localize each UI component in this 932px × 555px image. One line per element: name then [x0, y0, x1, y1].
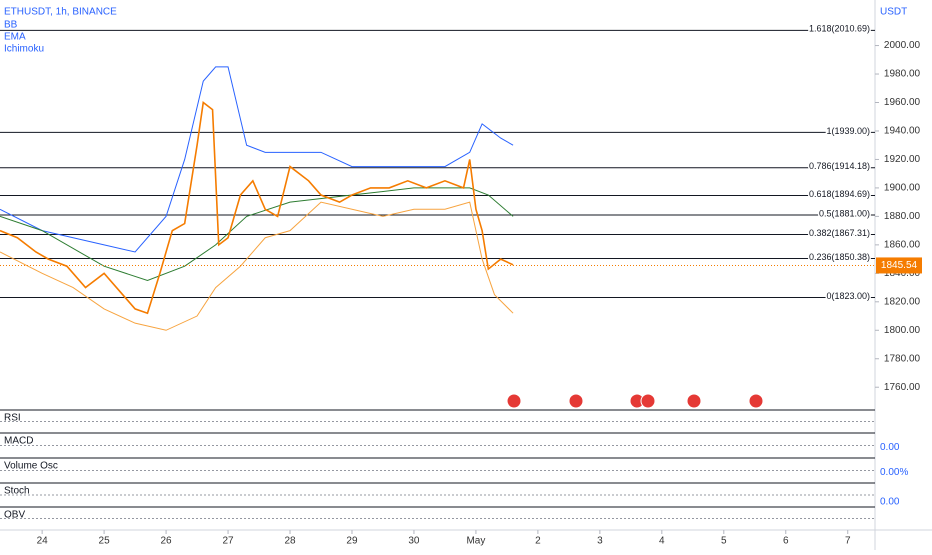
pane-label: Stoch	[4, 486, 30, 497]
study-label[interactable]: EMA	[4, 32, 26, 43]
fib-label: 0(1823.00)	[826, 291, 870, 301]
y-tick-label: 1960.00	[884, 97, 921, 108]
y-tick-label: 1920.00	[884, 154, 921, 165]
y-tick-label: 1900.00	[884, 183, 921, 194]
price-line	[0, 201, 514, 331]
price-line	[0, 187, 514, 281]
y-tick-label: 1980.00	[884, 69, 921, 80]
fib-label: 0.5(1881.00)	[819, 208, 870, 218]
pane-label: Volume Osc	[4, 461, 58, 472]
last-price-label: 1845.54	[881, 260, 918, 271]
fib-label: 1(1939.00)	[826, 126, 870, 136]
y-tick-label: 2000.00	[884, 40, 921, 51]
pane-label: MACD	[4, 436, 33, 447]
x-tick-label: 26	[161, 536, 173, 547]
x-tick-label: 3	[597, 536, 603, 547]
event-icon[interactable]	[640, 393, 656, 409]
study-label[interactable]: Ichimoku	[4, 44, 44, 55]
x-tick-label: 27	[222, 536, 234, 547]
x-tick-label: May	[466, 536, 485, 547]
y-tick-label: 1800.00	[884, 325, 921, 336]
event-icon[interactable]	[686, 393, 702, 409]
x-tick-label: 2	[535, 536, 541, 547]
y-axis-label: USDT	[880, 7, 907, 18]
pane-scale-label: 0.00%	[880, 467, 908, 478]
last-price-box	[876, 257, 922, 274]
fib-label: 0.236(1850.38)	[809, 252, 870, 262]
fib-label: 0.786(1914.18)	[809, 161, 870, 171]
pane-label: RSI	[4, 413, 21, 424]
y-tick-label: 1860.00	[884, 240, 921, 251]
x-tick-label: 30	[408, 536, 420, 547]
fib-label: 0.618(1894.69)	[809, 189, 870, 199]
pane-scale-label: 0.00	[880, 442, 900, 453]
price-line	[0, 66, 514, 253]
x-tick-label: 24	[37, 536, 49, 547]
x-tick-label: 25	[99, 536, 111, 547]
event-icon[interactable]	[568, 393, 584, 409]
pane-scale-label: 0.00	[880, 497, 900, 508]
event-icon[interactable]	[506, 393, 522, 409]
fib-label: 0.382(1867.31)	[809, 228, 870, 238]
event-icon[interactable]	[748, 393, 764, 409]
y-tick-label: 1780.00	[884, 353, 921, 364]
pane-label: OBV	[4, 510, 25, 521]
y-tick-label: 1840.00	[884, 268, 921, 279]
y-tick-label: 1760.00	[884, 382, 921, 393]
y-tick-label: 1880.00	[884, 211, 921, 222]
x-tick-label: 6	[783, 536, 789, 547]
fib-label: 1.618(2010.69)	[809, 24, 870, 34]
price-line	[0, 101, 514, 315]
event-icons	[506, 393, 764, 409]
y-tick-label: 1820.00	[884, 296, 921, 307]
y-tick-label: 1940.00	[884, 126, 921, 137]
x-tick-label: 29	[346, 536, 358, 547]
chart-title: ETHUSDT, 1h, BINANCE	[4, 7, 117, 18]
x-tick-label: 28	[284, 536, 296, 547]
x-tick-label: 4	[659, 536, 665, 547]
x-tick-label: 5	[721, 536, 727, 547]
x-tick-label: 7	[845, 536, 851, 547]
study-label[interactable]: BB	[4, 20, 18, 31]
